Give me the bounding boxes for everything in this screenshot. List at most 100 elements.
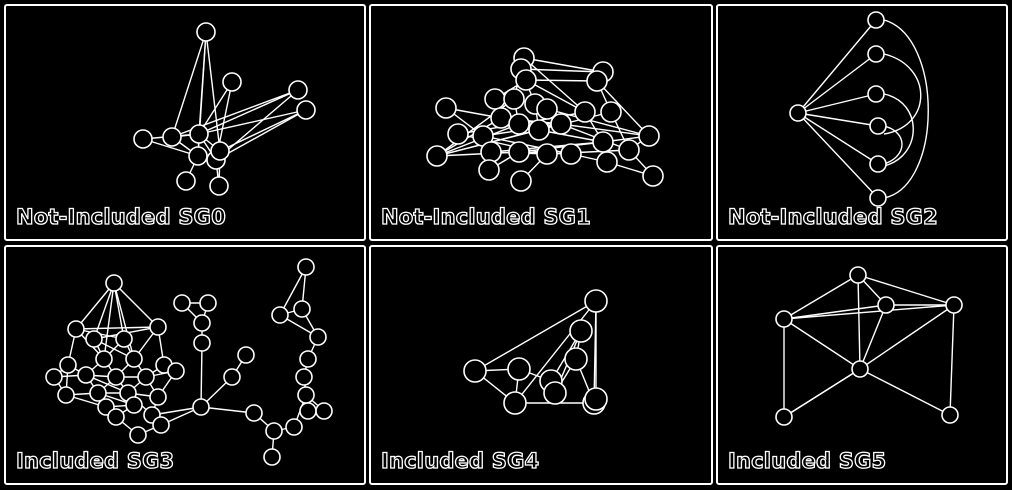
panel-sg4: Included SG4 [369, 245, 713, 485]
graph-edge [783, 274, 859, 320]
graph-node [560, 143, 582, 165]
graph-node [869, 155, 887, 173]
graph-node [129, 426, 147, 444]
graph-sg5 [775, 266, 963, 426]
graph-node [867, 45, 885, 63]
graph-node [536, 143, 558, 165]
graph-edge [514, 300, 597, 404]
graph-edge [883, 19, 929, 199]
graph-node [550, 113, 572, 135]
graph-node [515, 69, 537, 91]
graph-edge [93, 282, 115, 340]
graph-edge [797, 112, 879, 199]
graph-node [295, 368, 313, 386]
graph-node [285, 418, 303, 436]
graph-edge [859, 304, 955, 370]
graph-node [867, 11, 885, 29]
graph-node [173, 294, 191, 312]
graph-node [85, 330, 103, 348]
graph-node [574, 101, 596, 123]
graph-node [89, 384, 107, 402]
graph-node [869, 189, 887, 207]
panel-sg5: Included SG5 [716, 245, 1008, 485]
panel-sg3: Included SG3 [4, 245, 366, 485]
graph-node [152, 416, 170, 434]
graph-edge [546, 108, 650, 137]
graph-edge [783, 304, 887, 320]
graph-node [877, 296, 895, 314]
graph-node [149, 388, 167, 406]
graph-node [193, 334, 211, 352]
graph-edge [857, 274, 955, 306]
graph-node [245, 404, 263, 422]
graph-node [192, 398, 210, 416]
graph-node [618, 139, 640, 161]
graph-node [297, 258, 315, 276]
graph-sg3 [45, 258, 333, 466]
graph-node [199, 294, 217, 312]
graph-node [638, 125, 660, 147]
graph-edge [525, 79, 586, 113]
graph-node [67, 320, 85, 338]
graph-edge [797, 112, 879, 127]
graph-edge [219, 109, 307, 152]
panel-label-sg1: Not-Included SG1 [380, 204, 591, 229]
graph-edge [113, 282, 159, 328]
graph-node [95, 350, 113, 368]
graph-node [299, 402, 317, 420]
graph-edge [215, 109, 307, 161]
graph-edge [949, 304, 955, 416]
graph-edge [75, 282, 115, 330]
graph-edge [279, 266, 307, 316]
graph-node [775, 310, 793, 328]
graph-node [162, 127, 182, 147]
graph-node [536, 98, 558, 120]
graph-node [789, 104, 807, 122]
graph-edge [103, 282, 115, 360]
graph-edge [883, 53, 922, 135]
graph-node [508, 113, 530, 135]
graph-edge [525, 79, 598, 82]
graph-node [309, 328, 327, 346]
graph-sg2 [789, 11, 929, 207]
panel-label-sg0: Not-Included SG0 [15, 204, 226, 229]
graph-node [508, 141, 530, 163]
graph-edge [560, 123, 650, 137]
graph-node [867, 85, 885, 103]
graph-node [315, 402, 333, 420]
graph-node [584, 289, 608, 313]
graph-node [592, 131, 614, 153]
graph-node [851, 360, 869, 378]
graph-edge [596, 80, 650, 137]
graph-edge [215, 89, 299, 161]
graph-node [596, 151, 618, 173]
panel-label-sg2: Not-Included SG2 [727, 204, 938, 229]
graph-node [296, 100, 316, 120]
graph-node [193, 314, 211, 332]
graph-edge [783, 318, 861, 370]
graph-edge [75, 326, 159, 330]
graph-edge [200, 406, 255, 414]
graph-node [57, 386, 75, 404]
graph-edge [859, 368, 951, 416]
graph-node [564, 347, 588, 371]
graph-node [77, 366, 95, 384]
graph-node [426, 145, 448, 167]
graph-node [869, 117, 887, 135]
graph-node [105, 274, 123, 292]
graph-node [586, 70, 608, 92]
graph-node [196, 22, 216, 42]
graph-node [945, 296, 963, 314]
graph-edge [205, 31, 221, 152]
graph-edge [783, 368, 861, 418]
graph-node [222, 72, 242, 92]
graph-node [223, 368, 241, 386]
graph-node [941, 406, 959, 424]
graph-edge [859, 304, 887, 370]
graph-node [263, 448, 281, 466]
graph-edge [797, 19, 877, 114]
panel-label-sg3: Included SG3 [15, 448, 175, 473]
graph-node [45, 368, 63, 386]
graph-node [176, 171, 196, 191]
